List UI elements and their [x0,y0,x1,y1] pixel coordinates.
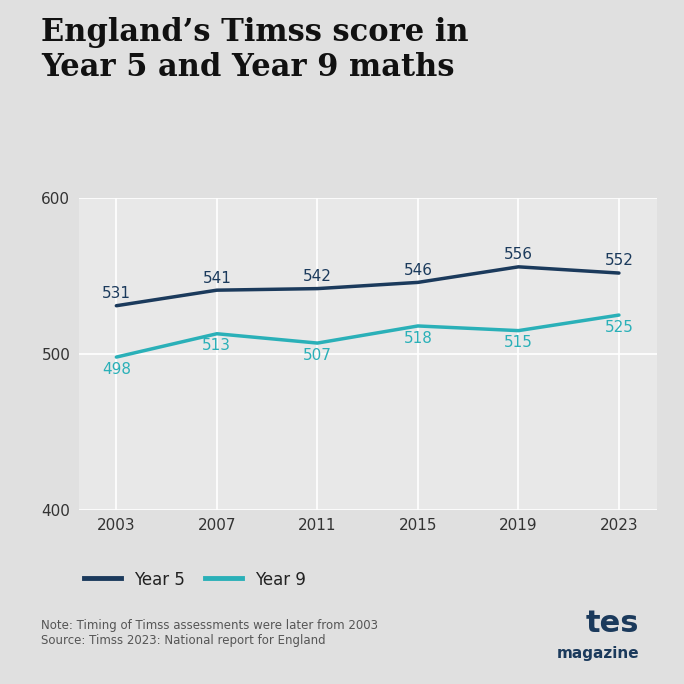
Text: magazine: magazine [557,646,640,661]
Text: 546: 546 [404,263,432,278]
Text: 525: 525 [605,319,633,334]
Text: 513: 513 [202,339,231,354]
Text: 518: 518 [404,330,432,345]
Legend: Year 5, Year 9: Year 5, Year 9 [84,571,306,589]
Text: England’s Timss score in
Year 5 and Year 9 maths: England’s Timss score in Year 5 and Year… [41,17,469,83]
Text: 556: 556 [504,247,533,262]
Text: 542: 542 [303,269,332,284]
Text: Note: Timing of Timss assessments were later from 2003
Source: Timss 2023: Natio: Note: Timing of Timss assessments were l… [41,619,378,647]
Text: 552: 552 [605,253,633,268]
Text: 515: 515 [504,335,533,350]
Text: 541: 541 [202,270,231,285]
Text: 498: 498 [102,362,131,377]
Text: 507: 507 [303,347,332,363]
Text: tes: tes [586,609,640,637]
Text: 531: 531 [102,286,131,301]
